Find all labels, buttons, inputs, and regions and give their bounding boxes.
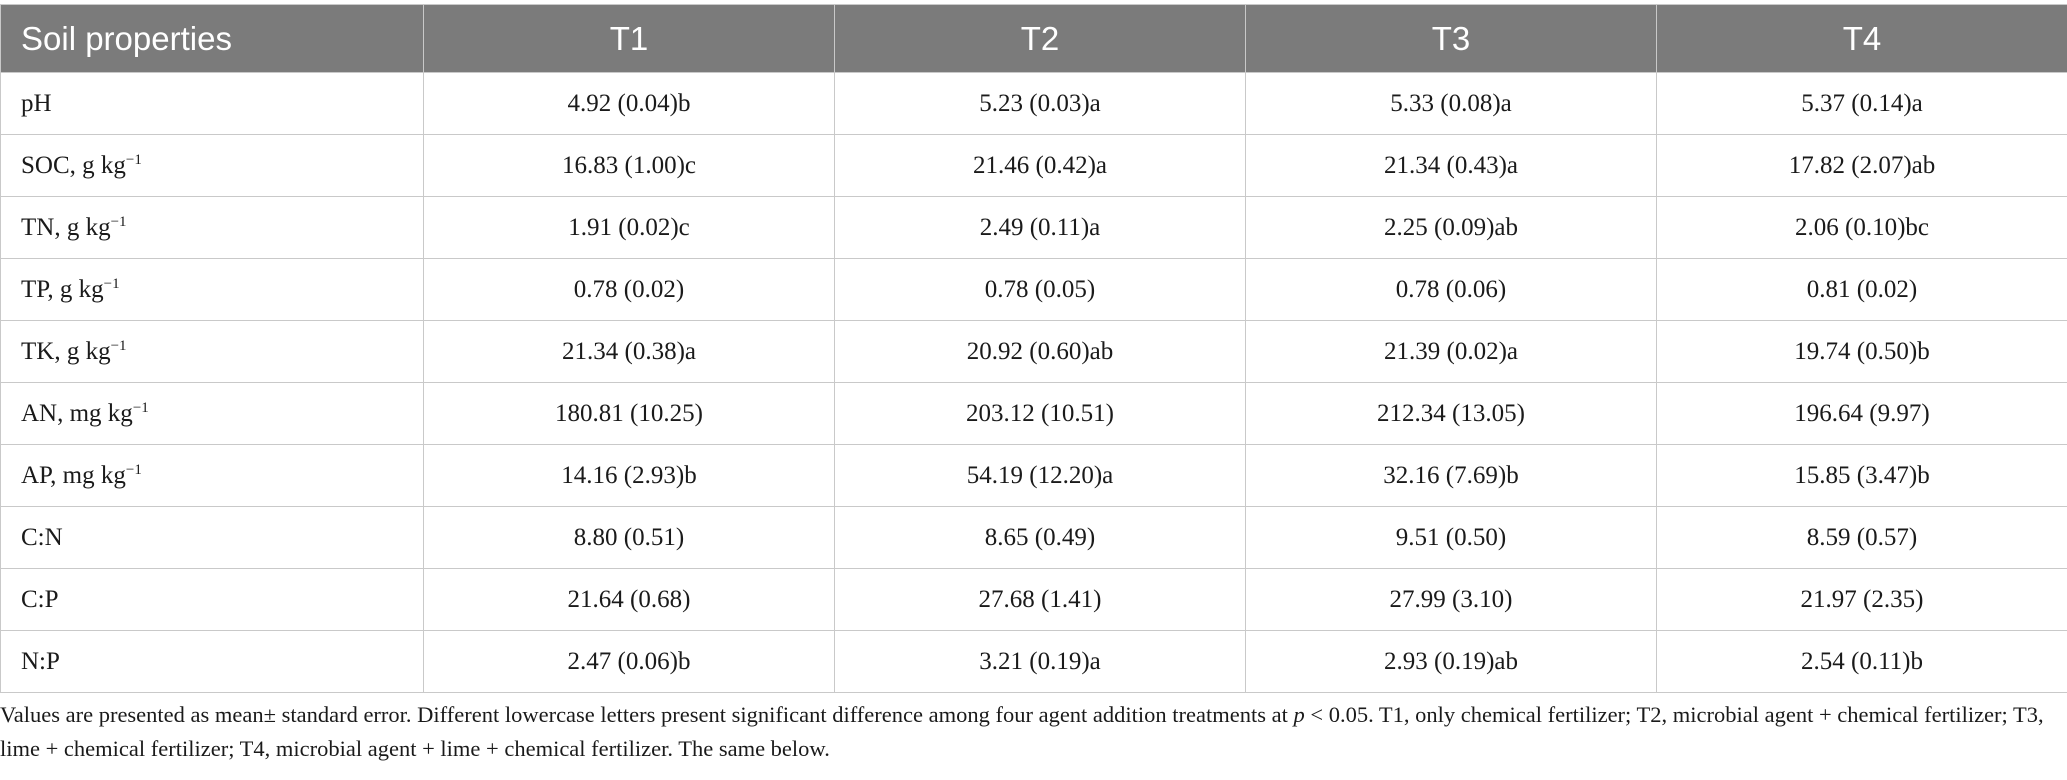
value-cell-t1: 16.83 (1.00)c	[423, 134, 835, 197]
row-label-cell: TK, g kg−1	[0, 320, 424, 383]
row-label: C:P	[21, 585, 59, 613]
value-cell-t2: 203.12 (10.51)	[834, 382, 1246, 445]
value-cell-t4: 2.54 (0.11)b	[1656, 630, 2067, 693]
unit-exponent: −1	[132, 399, 149, 416]
footnote-text-1: Values are presented as mean± standard e…	[0, 702, 1294, 727]
table-row: TK, g kg−1 21.34 (0.38)a 20.92 (0.60)ab 21.…	[0, 320, 2067, 383]
value-cell-t2: 3.21 (0.19)a	[834, 630, 1246, 693]
row-label-cell: TP, g kg−1	[0, 258, 424, 321]
unit-exponent: −1	[103, 275, 120, 292]
row-label-cell: N:P	[0, 630, 424, 693]
table-row: N:P 2.47 (0.06)b 3.21 (0.19)a 2.93 (0.19)ab…	[0, 630, 2067, 693]
table-row: pH 4.92 (0.04)b 5.23 (0.03)a 5.33 (0.08)a 5.…	[0, 72, 2067, 135]
value-cell-t2: 21.46 (0.42)a	[834, 134, 1246, 197]
value-cell-t2: 0.78 (0.05)	[834, 258, 1246, 321]
table-row: C:N 8.80 (0.51) 8.65 (0.49) 9.51 (0.50) 8.59…	[0, 506, 2067, 569]
header-t3: T3	[1245, 4, 1657, 73]
table-header: Soil properties T1 T2 T3 T4	[0, 4, 2067, 73]
row-label: N:P	[21, 647, 60, 675]
value-cell-t3: 21.39 (0.02)a	[1245, 320, 1657, 383]
table-footnote: Values are presented as mean± standard e…	[0, 698, 2060, 766]
table-row: AP, mg kg−1 14.16 (2.93)b 54.19 (12.20)a 32…	[0, 444, 2067, 507]
value-cell-t1: 21.34 (0.38)a	[423, 320, 835, 383]
table-body: pH 4.92 (0.04)b 5.23 (0.03)a 5.33 (0.08)a 5.…	[0, 72, 2067, 693]
table-wrapper: Soil properties T1 T2 T3 T4 pH 4.92 (0.04…	[0, 4, 2067, 693]
table-row: AN, mg kg−1 180.81 (10.25) 203.12 (10.51) 2…	[0, 382, 2067, 445]
value-cell-t1: 8.80 (0.51)	[423, 506, 835, 569]
value-cell-t1: 2.47 (0.06)b	[423, 630, 835, 693]
value-cell-t4: 0.81 (0.02)	[1656, 258, 2067, 321]
value-cell-t1: 4.92 (0.04)b	[423, 72, 835, 135]
value-cell-t4: 8.59 (0.57)	[1656, 506, 2067, 569]
value-cell-t2: 5.23 (0.03)a	[834, 72, 1246, 135]
value-cell-t3: 2.93 (0.19)ab	[1245, 630, 1657, 693]
row-label: SOC, g kg	[21, 151, 126, 179]
value-cell-t1: 21.64 (0.68)	[423, 568, 835, 631]
value-cell-t4: 21.97 (2.35)	[1656, 568, 2067, 631]
unit-exponent: −1	[125, 151, 142, 168]
unit-exponent: −1	[125, 461, 142, 478]
footnote-text-2: < 0.05. T1, only chemical fertilizer; T2…	[0, 702, 2044, 761]
row-label-cell: TN, g kg−1	[0, 196, 424, 259]
value-cell-t3: 212.34 (13.05)	[1245, 382, 1657, 445]
value-cell-t4: 15.85 (3.47)b	[1656, 444, 2067, 507]
table-row: TN, g kg−1 1.91 (0.02)c 2.49 (0.11)a 2.25 (…	[0, 196, 2067, 259]
table-row: C:P 21.64 (0.68) 27.68 (1.41) 27.99 (3.10) 2…	[0, 568, 2067, 631]
row-label-cell: AP, mg kg−1	[0, 444, 424, 507]
row-label: TP, g kg	[21, 275, 104, 303]
value-cell-t2: 2.49 (0.11)a	[834, 196, 1246, 259]
value-cell-t3: 21.34 (0.43)a	[1245, 134, 1657, 197]
header-t1: T1	[423, 4, 835, 73]
table-row: TP, g kg−1 0.78 (0.02) 0.78 (0.05) 0.78 (0.…	[0, 258, 2067, 321]
value-cell-t4: 196.64 (9.97)	[1656, 382, 2067, 445]
row-label: TN, g kg	[21, 213, 111, 241]
value-cell-t2: 20.92 (0.60)ab	[834, 320, 1246, 383]
soil-properties-table: Soil properties T1 T2 T3 T4 pH 4.92 (0.04…	[0, 4, 2067, 693]
row-label-cell: SOC, g kg−1	[0, 134, 424, 197]
value-cell-t2: 54.19 (12.20)a	[834, 444, 1246, 507]
value-cell-t1: 14.16 (2.93)b	[423, 444, 835, 507]
row-label: TK, g kg	[21, 337, 111, 365]
row-label: AP, mg kg	[21, 461, 126, 489]
value-cell-t2: 27.68 (1.41)	[834, 568, 1246, 631]
unit-exponent: −1	[110, 337, 127, 354]
row-label: AN, mg kg	[21, 399, 133, 427]
footnote-p-symbol: p	[1293, 702, 1305, 727]
unit-exponent: −1	[110, 213, 127, 230]
header-t2: T2	[834, 4, 1246, 73]
row-label-cell: C:P	[0, 568, 424, 631]
value-cell-t4: 5.37 (0.14)a	[1656, 72, 2067, 135]
value-cell-t3: 32.16 (7.69)b	[1245, 444, 1657, 507]
header-soil-properties: Soil properties	[0, 4, 424, 73]
value-cell-t3: 0.78 (0.06)	[1245, 258, 1657, 321]
value-cell-t3: 5.33 (0.08)a	[1245, 72, 1657, 135]
row-label: pH	[21, 89, 52, 117]
row-label-cell: AN, mg kg−1	[0, 382, 424, 445]
value-cell-t1: 1.91 (0.02)c	[423, 196, 835, 259]
value-cell-t3: 27.99 (3.10)	[1245, 568, 1657, 631]
row-label-cell: C:N	[0, 506, 424, 569]
table-row: SOC, g kg−1 16.83 (1.00)c 21.46 (0.42)a 21.…	[0, 134, 2067, 197]
value-cell-t3: 9.51 (0.50)	[1245, 506, 1657, 569]
value-cell-t4: 2.06 (0.10)bc	[1656, 196, 2067, 259]
value-cell-t1: 0.78 (0.02)	[423, 258, 835, 321]
row-label-cell: pH	[0, 72, 424, 135]
value-cell-t3: 2.25 (0.09)ab	[1245, 196, 1657, 259]
value-cell-t1: 180.81 (10.25)	[423, 382, 835, 445]
value-cell-t4: 19.74 (0.50)b	[1656, 320, 2067, 383]
value-cell-t4: 17.82 (2.07)ab	[1656, 134, 2067, 197]
value-cell-t2: 8.65 (0.49)	[834, 506, 1246, 569]
row-label: C:N	[21, 523, 63, 551]
header-row: Soil properties T1 T2 T3 T4	[0, 4, 2067, 73]
header-t4: T4	[1656, 4, 2067, 73]
